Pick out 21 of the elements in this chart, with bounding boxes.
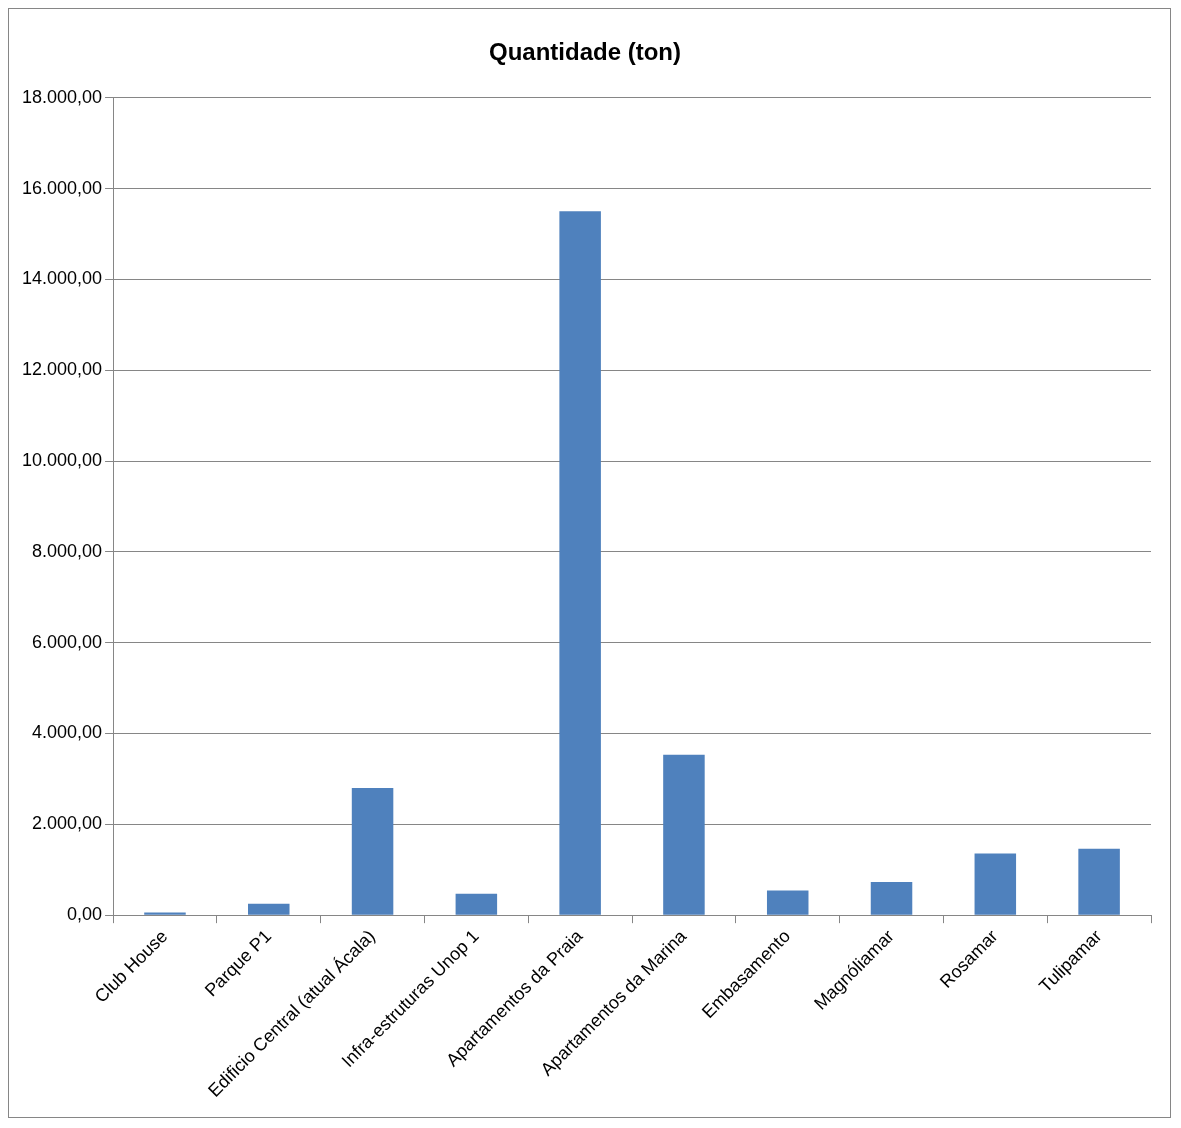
- bar: [663, 754, 705, 915]
- y-tick-label: 16.000,00: [22, 177, 103, 198]
- y-tick-label: 4.000,00: [32, 722, 103, 743]
- bar: [351, 788, 394, 915]
- bar: [144, 912, 186, 915]
- bar: [248, 903, 290, 915]
- y-tick-label: 6.000,00: [32, 631, 103, 652]
- y-tick-label: 18.000,00: [22, 86, 103, 107]
- bar: [559, 211, 601, 915]
- bar: [870, 881, 913, 915]
- y-tick-label: 8.000,00: [32, 540, 103, 561]
- y-tick-label: 12.000,00: [22, 359, 103, 380]
- bar: [974, 853, 1017, 915]
- bar: [1078, 848, 1120, 915]
- chart-title: Quantidade (ton): [489, 38, 681, 66]
- y-tick-label: 0,00: [67, 904, 103, 925]
- y-tick-label: 14.000,00: [22, 268, 103, 289]
- bar: [766, 890, 809, 915]
- bar: [455, 893, 498, 915]
- y-tick-label: 2.000,00: [32, 813, 103, 834]
- y-tick-label: 10.000,00: [22, 450, 103, 471]
